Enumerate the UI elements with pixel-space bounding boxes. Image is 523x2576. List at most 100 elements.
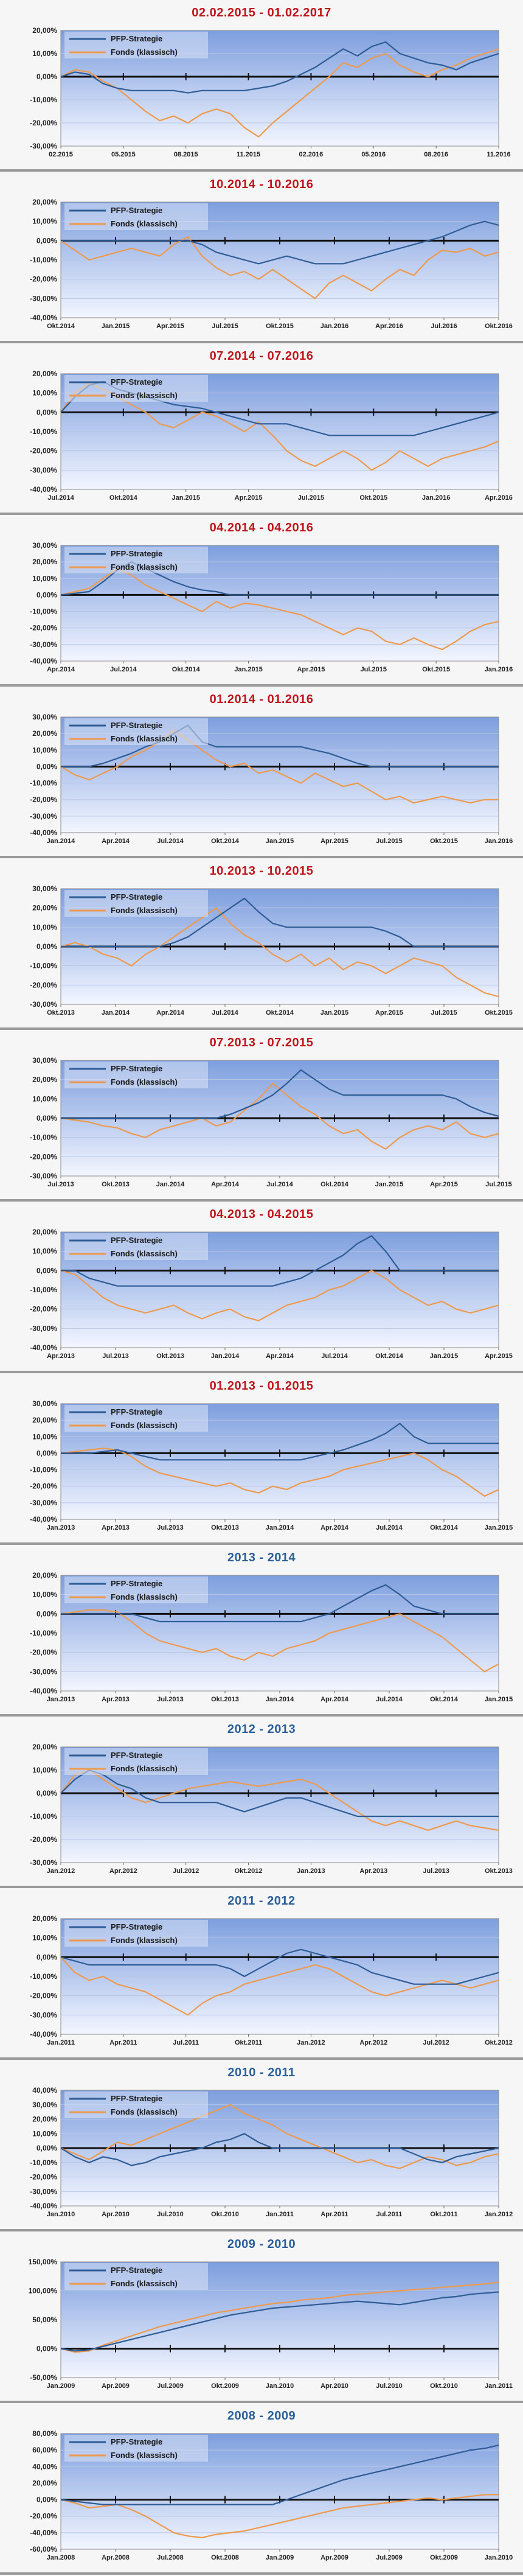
x-tick-label: Apr.2012 — [359, 2039, 387, 2046]
legend: PFP-Strategie Fonds (klassisch) — [64, 32, 208, 58]
y-tick-label: -60,00% — [30, 2545, 57, 2553]
y-tick-label: -10,00% — [30, 96, 57, 104]
y-tick-label: -30,00% — [30, 1667, 57, 1676]
y-tick-label: 10,00% — [32, 389, 57, 397]
legend-label: Fonds (klassisch) — [111, 1592, 178, 1601]
x-tick-label: Jul.2010 — [376, 2382, 402, 2390]
chart-panel: 01.2014 - 01.2016 30,00% 20,00% 10,00% 0,00%… — [0, 687, 523, 858]
x-tick-label: Jul.2009 — [376, 2554, 402, 2561]
y-tick-label: 20,00% — [32, 1914, 57, 1923]
y-tick-label: -20,00% — [30, 1648, 57, 1657]
x-tick-label: Okt.2014 — [47, 323, 75, 330]
x-tick-label: Okt.2014 — [211, 838, 240, 845]
x-tick-label: Apr.2014 — [102, 838, 130, 845]
legend-label: PFP-Strategie — [111, 1236, 162, 1245]
series-line-pfp-strategie — [61, 897, 499, 948]
y-tick-label: 20,00% — [32, 2115, 57, 2124]
chart-panel: 10.2013 - 10.2015 30,00% 20,00% 10,00% 0,00%… — [0, 858, 523, 1030]
y-tick-label: 0,00% — [36, 72, 57, 81]
x-tick-label: Jul.2016 — [431, 323, 457, 330]
line-chart: 20,00%10,00%0,00%-10,00%-20,00%-30,00%Ja… — [30, 1743, 513, 1875]
series-line-pfp-strategie — [61, 1423, 499, 1461]
x-tick-label: Jan.2012 — [297, 2039, 325, 2046]
legend-label: Fonds (klassisch) — [111, 2107, 178, 2116]
x-tick-label: Jan.2009 — [266, 2554, 294, 2561]
legend-label: PFP-Strategie — [111, 721, 162, 730]
series-line-pfp-strategie — [61, 724, 499, 768]
legend-label: PFP-Strategie — [111, 1751, 162, 1760]
legend-label: PFP-Strategie — [111, 2266, 162, 2275]
line-chart: 30,00% 20,00% 10,00% 0,00% -10,00% -20,00% -30… — [30, 713, 513, 845]
x-tick-label: Jul.2013 — [47, 1181, 74, 1188]
legend: PFP-Strategie Fonds (klassisch) — [64, 1920, 208, 1947]
chart-panel: 04.2013 - 04.2015 20,00% 10,00% 0,00% -10,00… — [0, 1202, 523, 1373]
series-line-fonds-klassisch — [60, 907, 499, 998]
x-tick-label: Apr.2010 — [102, 2211, 130, 2218]
line-chart: 80,00% 60,00% 40,00% 20,00% 0,00% -20,00% -40,… — [30, 2429, 513, 2561]
series-line-pfp-strategie — [61, 220, 499, 265]
chart-panel: 07.2014 - 07.2016 20,00% 10,00% 0,00% -10,00… — [0, 343, 523, 515]
x-tick-label: Jan.2014 — [266, 1696, 294, 1703]
y-tick-label: -20,00% — [30, 1992, 57, 2000]
x-tick-label: Apr.2014 — [211, 1181, 240, 1188]
y-tick-label: 0,00% — [36, 2345, 57, 2353]
legend-label: Fonds (klassisch) — [111, 734, 178, 743]
y-tick-label: 10,00% — [32, 1247, 57, 1256]
y-tick-label: -20,00% — [30, 1305, 57, 1314]
y-tick-label: 0,00% — [36, 590, 57, 599]
x-tick-label: Apr.2009 — [320, 2554, 348, 2561]
y-tick-label: -20,00% — [30, 1482, 57, 1491]
x-tick-label: Jan.2015 — [375, 1181, 403, 1188]
series-line-fonds-klassisch — [60, 1270, 499, 1321]
y-tick-label: -40,00% — [30, 2202, 57, 2210]
line-chart: 30,00% 20,00% 10,00% 0,00% -10,00% -20,00% -30… — [30, 541, 513, 673]
legend: PFP-Strategie Fonds (klassisch) — [64, 547, 208, 573]
x-tick-label: Okt.2014 — [320, 1181, 349, 1188]
line-chart: 20,00%10,00%0,00%-10,00%-20,00%-30,00%02… — [30, 26, 510, 158]
x-tick-label: Okt.2014 — [430, 1524, 459, 1531]
x-tick-label: Apr.2013 — [102, 1524, 130, 1531]
x-tick-label: Jan.2013 — [297, 1867, 325, 1875]
series-line-pfp-strategie — [60, 41, 499, 94]
y-tick-label: -30,00% — [30, 640, 57, 649]
y-tick-label: -30,00% — [30, 1858, 57, 1867]
x-tick-label: Apr.2013 — [47, 1353, 75, 1360]
y-tick-label: -30,00% — [30, 142, 57, 150]
y-tick-label: 10,00% — [32, 1591, 57, 1599]
legend: PFP-Strategie Fonds (klassisch) — [64, 1062, 208, 1088]
chart-title: 2010 - 2011 — [227, 2066, 296, 2079]
x-tick-label: Okt.2008 — [211, 2554, 239, 2561]
y-tick-label: -30,00% — [30, 466, 57, 474]
x-tick-label: Jan.2014 — [102, 1009, 130, 1017]
y-tick-label: 0,00% — [36, 1953, 57, 1961]
chart-panel: 2012 - 2013 20,00% 10,00% 0,00% -10,00% -20,0… — [0, 1717, 523, 1888]
series-line-pfp-strategie — [60, 1769, 499, 1818]
x-tick-label: Okt.2013 — [211, 1524, 239, 1531]
y-tick-label: 20,00% — [32, 26, 57, 35]
y-tick-label: 10,00% — [32, 923, 57, 931]
y-tick-label: 0,00% — [36, 1266, 57, 1275]
y-tick-label: 80,00% — [32, 2429, 57, 2438]
x-tick-label: 11.2015 — [237, 151, 260, 158]
x-tick-label: Jul.2011 — [173, 2039, 199, 2046]
y-tick-label: -30,00% — [30, 294, 57, 303]
legend-label: PFP-Strategie — [111, 1064, 162, 1073]
x-tick-label: Okt.2014 — [109, 494, 138, 502]
chart-panel: 2011 - 2012 20,00% 10,00% 0,00% -10,00% -20,0… — [0, 1888, 523, 2060]
x-tick-label: Okt.2009 — [211, 2382, 239, 2390]
x-tick-label: Jan.2011 — [266, 2211, 294, 2218]
x-tick-label: Jul.2009 — [157, 2382, 183, 2390]
y-tick-label: -40,00% — [30, 1687, 57, 1695]
y-tick-label: 30,00% — [32, 884, 57, 893]
y-tick-label: 0,00% — [36, 236, 57, 245]
series-line-fonds-klassisch — [60, 2494, 499, 2539]
x-tick-label: Jan.2016 — [320, 323, 348, 330]
x-tick-label: Okt.2012 — [235, 1867, 263, 1875]
x-tick-label: Okt.2016 — [485, 323, 513, 330]
legend-label: Fonds (klassisch) — [111, 906, 178, 915]
y-tick-label: -10,00% — [30, 1629, 57, 1637]
x-tick-label: Apr.2015 — [375, 1009, 403, 1017]
x-tick-label: Apr.2014 — [47, 666, 75, 673]
y-tick-label: 20,00% — [32, 1571, 57, 1580]
x-tick-label: Apr.2015 — [156, 323, 184, 330]
